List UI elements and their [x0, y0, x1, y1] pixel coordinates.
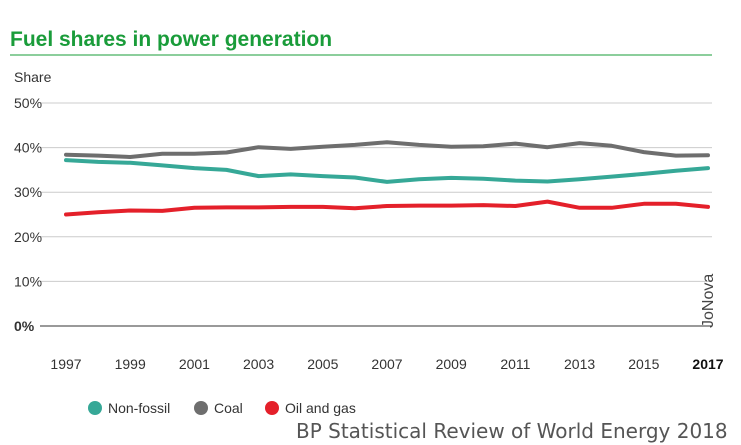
x-tick-label: 1999: [115, 356, 146, 372]
chart-title: Fuel shares in power generation: [10, 28, 333, 51]
watermark-text: JoNova: [700, 274, 717, 328]
x-tick-label: 2007: [371, 356, 402, 372]
x-tick-label: 1997: [50, 356, 81, 372]
x-tick-label: 2015: [628, 356, 659, 372]
y-tick-label: 10%: [14, 273, 42, 289]
source-credit: BP Statistical Review of World Energy 20…: [296, 419, 728, 443]
series-line-coal: [64, 140, 710, 159]
series-lines: [64, 140, 710, 217]
y-axis-label: Share: [14, 69, 52, 85]
legend-label: Coal: [214, 400, 243, 416]
legend-label: Oil and gas: [285, 400, 356, 416]
legend-marker: [265, 401, 279, 415]
y-tick-label: 40%: [14, 140, 42, 156]
x-tick-label: 2003: [243, 356, 274, 372]
series-line-oil-and-gas: [64, 199, 710, 217]
x-tick-label: 2017: [692, 356, 723, 372]
y-tick-label: 30%: [14, 184, 42, 200]
y-tick-label: 50%: [14, 95, 42, 111]
legend-marker: [194, 401, 208, 415]
y-tick-label: 20%: [14, 229, 42, 245]
gridlines: [40, 102, 712, 327]
x-tick-label: 2009: [436, 356, 467, 372]
x-tick-label: 2013: [564, 356, 595, 372]
y-tick-labels: 0% 10% 20% 30% 40% 50%: [14, 95, 42, 334]
y-tick-label: 0%: [14, 318, 35, 334]
legend-marker: [88, 401, 102, 415]
series-line-non-fossil: [64, 158, 710, 184]
legend: Non-fossil Coal Oil and gas: [88, 400, 356, 416]
legend-label: Non-fossil: [108, 400, 170, 416]
x-tick-label: 2011: [500, 356, 530, 372]
x-tick-label: 2001: [179, 356, 210, 372]
x-tick-labels: 1997 1999 2001 2003 2005 2007 2009 2011 2013 2015…: [50, 356, 723, 372]
x-tick-label: 2005: [307, 356, 338, 372]
